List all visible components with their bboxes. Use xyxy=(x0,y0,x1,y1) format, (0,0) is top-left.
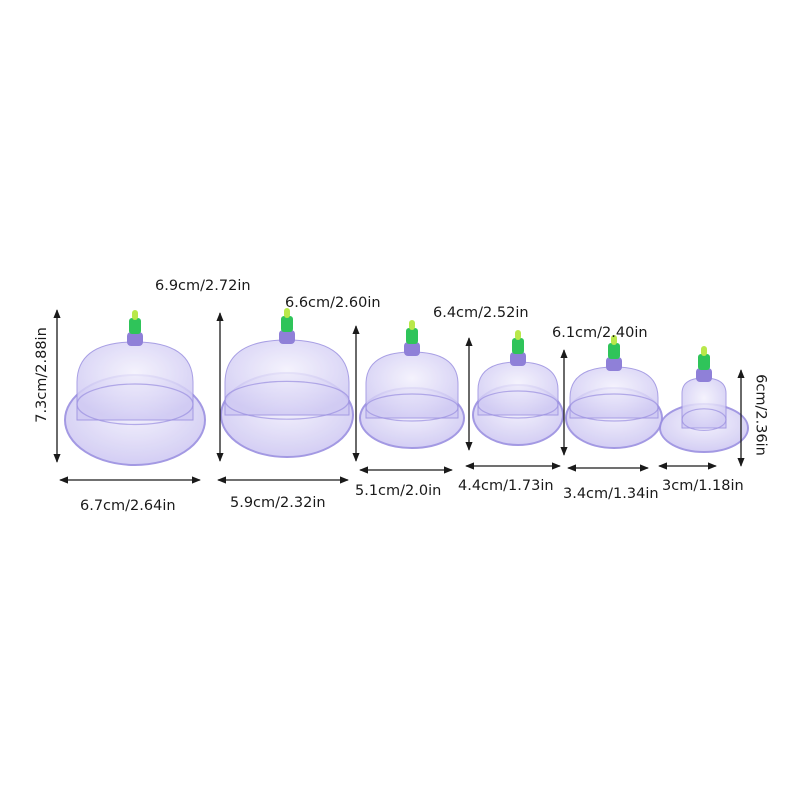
cup-dome xyxy=(224,339,350,416)
cup-4-diameter-label: 6.1cm/2.40in xyxy=(552,325,648,341)
cup-dome xyxy=(76,341,194,421)
valve-body xyxy=(698,354,710,370)
cup-2-diameter-label: 6.6cm/2.60in xyxy=(285,295,381,311)
valve-base xyxy=(606,357,622,371)
cupping-cup-3 xyxy=(359,320,465,449)
cup-rim xyxy=(569,393,659,422)
cup-6-height-label: 6cm/2.36in xyxy=(752,374,769,456)
valve-body xyxy=(281,316,293,332)
cup-rim xyxy=(681,408,727,432)
valve-tip xyxy=(515,330,521,340)
cup-dome xyxy=(569,366,659,419)
valve-body xyxy=(129,318,141,334)
valve-base xyxy=(279,330,295,344)
valve-tip xyxy=(611,335,617,345)
valve-body xyxy=(512,338,524,354)
valve-base xyxy=(127,332,143,346)
valve-body xyxy=(406,328,418,344)
cup-rim xyxy=(224,380,350,420)
cup-5-base-label: 3.4cm/1.34in xyxy=(563,486,659,502)
cup-2-base-label: 5.9cm/2.32in xyxy=(230,495,326,511)
cup-dome xyxy=(365,351,459,419)
valve-base xyxy=(510,352,526,366)
cupping-cup-5 xyxy=(565,335,663,449)
valve-base xyxy=(696,368,712,382)
cupping-cup-2 xyxy=(220,308,354,458)
cup-rim xyxy=(477,390,559,419)
cup-1-height-label: 7.3cm/2.88in xyxy=(33,327,50,423)
cup-dome xyxy=(681,377,727,429)
valve-base xyxy=(404,342,420,356)
valve-tip xyxy=(409,320,415,330)
cup-rim xyxy=(365,393,459,422)
cup-3-diameter-label: 6.4cm/2.52in xyxy=(433,305,529,321)
cupping-cup-1 xyxy=(64,310,206,466)
cup-1-base-label: 6.7cm/2.64in xyxy=(80,498,176,514)
valve-tip xyxy=(132,310,138,320)
cupping-cup-4 xyxy=(472,330,564,446)
cupping-cup-6 xyxy=(659,346,749,453)
cup-dome xyxy=(477,361,559,416)
valve-tip xyxy=(284,308,290,318)
cup-4-base-label: 4.4cm/1.73in xyxy=(458,478,554,494)
valve-tip xyxy=(701,346,707,356)
cup-3-base-label: 5.1cm/2.0in xyxy=(355,483,442,499)
valve-body xyxy=(608,343,620,359)
cup-rim xyxy=(76,383,194,426)
cup-1-diameter-label: 6.9cm/2.72in xyxy=(155,278,251,294)
cup-6-base-label: 3cm/1.18in xyxy=(662,478,744,494)
